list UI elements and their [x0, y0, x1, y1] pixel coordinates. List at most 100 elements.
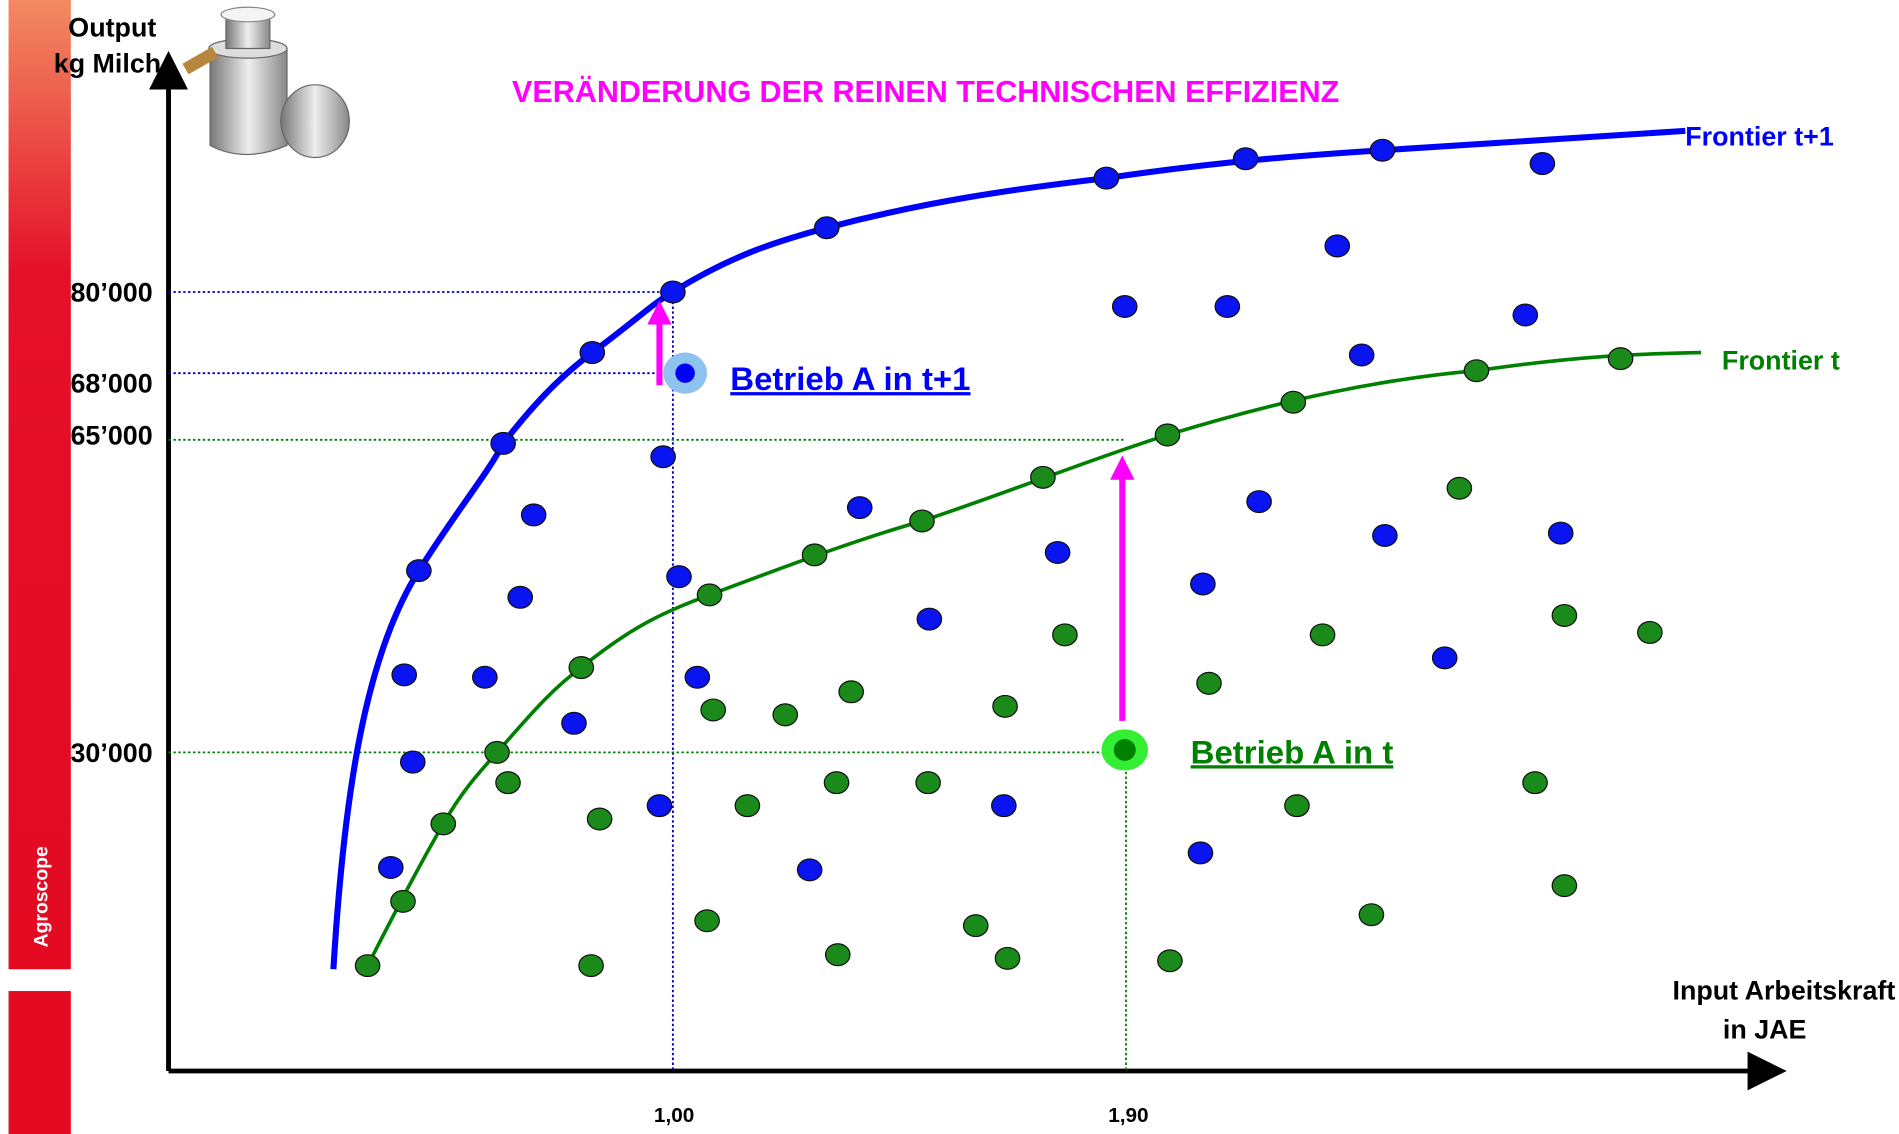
dot — [568, 656, 595, 680]
y-label: kg Milch — [54, 49, 161, 79]
dot — [666, 565, 692, 589]
dot — [962, 914, 989, 938]
y-tick-label: 65’000 — [70, 421, 152, 451]
dot — [1284, 794, 1310, 818]
dot — [561, 711, 587, 735]
dot — [406, 559, 432, 583]
dot — [700, 698, 727, 722]
dot — [801, 543, 828, 567]
dot — [1111, 295, 1138, 319]
dot — [1547, 521, 1574, 545]
dot — [484, 740, 510, 764]
dot — [495, 771, 521, 795]
dot — [824, 943, 851, 967]
dot — [1246, 490, 1272, 514]
dot — [1113, 739, 1136, 761]
dot — [507, 585, 534, 609]
dot — [650, 445, 676, 469]
dot — [992, 694, 1018, 718]
dot — [796, 858, 823, 882]
dot — [1187, 841, 1214, 865]
dot — [1154, 423, 1181, 447]
dot — [1052, 623, 1078, 647]
frontier-t — [365, 350, 1702, 967]
dot — [1309, 623, 1336, 647]
milk-can — [182, 6, 350, 159]
dot — [772, 703, 799, 727]
point-label: Betrieb A in t+1 — [730, 360, 970, 397]
dot — [1372, 523, 1398, 548]
dot — [1522, 771, 1548, 795]
dot — [1637, 620, 1663, 644]
brand: Agroscope — [31, 846, 53, 947]
dot — [675, 363, 695, 383]
dot — [391, 663, 418, 687]
side-bar — [8, 0, 71, 970]
dot — [994, 946, 1021, 970]
dot — [823, 771, 850, 795]
dot — [916, 607, 943, 631]
side-bar — [8, 991, 71, 1134]
dot — [430, 812, 457, 836]
dot — [909, 509, 935, 533]
point-label: Betrieb A in t — [1191, 733, 1394, 770]
dot — [694, 909, 720, 933]
dot — [1044, 540, 1071, 564]
dot — [354, 954, 381, 978]
dot — [660, 280, 686, 304]
guide-line — [168, 438, 1127, 1071]
dot — [472, 665, 498, 689]
dot — [1607, 347, 1634, 371]
frontier-label: Frontier t — [1722, 346, 1840, 376]
dot — [846, 496, 873, 520]
dot — [377, 855, 404, 879]
y-label: Output — [68, 12, 156, 42]
y-tick-label: 30’000 — [70, 738, 152, 768]
dot — [1348, 343, 1375, 367]
x-tick-label: 1,90 — [1108, 1104, 1148, 1127]
dot — [1280, 390, 1307, 414]
frontier-t1 — [330, 127, 1686, 970]
x-tick-label: 1,00 — [654, 1104, 694, 1127]
dot — [1431, 646, 1458, 670]
dot — [1529, 152, 1556, 176]
dot — [1369, 138, 1396, 162]
y-tick-label: 68’000 — [70, 369, 152, 399]
dot — [1196, 671, 1222, 695]
dot — [579, 341, 606, 365]
dot — [1512, 303, 1539, 327]
dot — [1214, 295, 1241, 319]
x-label: in JAE — [1723, 1014, 1807, 1044]
dot — [696, 583, 723, 607]
dot — [991, 794, 1017, 818]
dot — [1358, 903, 1385, 927]
dot — [490, 431, 516, 455]
dot — [586, 807, 613, 831]
dot — [390, 889, 416, 913]
y-tick-label: 80’000 — [70, 278, 152, 308]
dot — [646, 794, 673, 818]
dot — [1232, 147, 1259, 171]
frontier-label: Frontier t+1 — [1685, 121, 1834, 151]
x-label: Input Arbeitskraft — [1673, 976, 1896, 1006]
dot — [399, 750, 426, 774]
dot — [578, 954, 604, 978]
dot — [1324, 234, 1351, 258]
title: VERÄNDERUNG DER REINEN TECHNISCHEN EFFIZ… — [512, 75, 1339, 109]
dot — [1463, 359, 1490, 383]
dot — [813, 216, 840, 240]
dot — [1030, 465, 1056, 489]
dot — [1157, 949, 1183, 973]
dot — [1446, 476, 1473, 500]
dot — [915, 771, 941, 795]
dot — [1093, 166, 1120, 190]
dot — [520, 503, 547, 527]
dot — [1190, 572, 1216, 596]
guide-line — [168, 291, 674, 1071]
dot — [838, 680, 865, 704]
dot — [684, 665, 711, 689]
dot — [1551, 603, 1578, 627]
dot — [734, 794, 761, 818]
dot — [1551, 874, 1578, 898]
